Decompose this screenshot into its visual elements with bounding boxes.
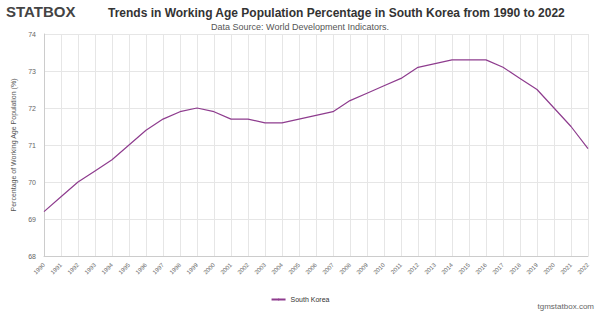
svg-text:2020: 2020	[542, 261, 556, 275]
svg-text:1999: 1999	[185, 261, 199, 275]
svg-text:2008: 2008	[338, 261, 352, 275]
svg-text:2016: 2016	[474, 261, 488, 275]
svg-text:2013: 2013	[423, 261, 437, 275]
svg-text:2005: 2005	[287, 261, 301, 275]
svg-text:2021: 2021	[559, 261, 573, 275]
svg-text:Data Source: World Development: Data Source: World Development Indicator…	[211, 22, 389, 32]
svg-text:2014: 2014	[440, 261, 454, 275]
svg-text:STATBOX: STATBOX	[6, 3, 75, 20]
svg-text:1992: 1992	[66, 261, 80, 275]
svg-text:Percentage of Working Age Popu: Percentage of Working Age Population (%)	[10, 79, 18, 212]
svg-text:1991: 1991	[49, 261, 63, 275]
svg-text:Trends in Working Age Populati: Trends in Working Age Population Percent…	[108, 6, 565, 20]
svg-text:2000: 2000	[202, 261, 216, 275]
svg-text:2015: 2015	[457, 261, 471, 275]
svg-text:1993: 1993	[83, 261, 97, 275]
svg-text:1995: 1995	[117, 261, 131, 275]
svg-text:2009: 2009	[355, 261, 369, 275]
svg-text:2012: 2012	[406, 261, 420, 275]
svg-text:2018: 2018	[508, 261, 522, 275]
svg-text:69: 69	[28, 216, 36, 223]
svg-text:1996: 1996	[134, 261, 148, 275]
svg-text:2017: 2017	[491, 261, 505, 275]
svg-text:2011: 2011	[390, 261, 404, 275]
svg-text:70: 70	[28, 179, 36, 186]
svg-text:1997: 1997	[151, 261, 165, 275]
svg-text:2019: 2019	[525, 261, 539, 275]
svg-text:2004: 2004	[270, 261, 284, 275]
svg-text:73: 73	[28, 68, 36, 75]
svg-text:72: 72	[28, 105, 36, 112]
svg-text:1998: 1998	[168, 261, 182, 275]
svg-text:tgmstatbox.com: tgmstatbox.com	[538, 302, 595, 311]
svg-text:1990: 1990	[32, 261, 46, 275]
svg-text:2003: 2003	[253, 261, 267, 275]
svg-text:2007: 2007	[321, 261, 335, 275]
svg-text:2022: 2022	[576, 261, 590, 275]
svg-text:2010: 2010	[372, 261, 386, 275]
svg-text:71: 71	[28, 142, 36, 149]
svg-text:2002: 2002	[236, 261, 250, 275]
svg-text:74: 74	[28, 31, 36, 38]
svg-text:2006: 2006	[304, 261, 318, 275]
svg-text:1994: 1994	[100, 261, 114, 275]
svg-text:68: 68	[28, 253, 36, 260]
svg-text:South Korea: South Korea	[291, 296, 330, 303]
svg-text:2001: 2001	[219, 261, 233, 275]
